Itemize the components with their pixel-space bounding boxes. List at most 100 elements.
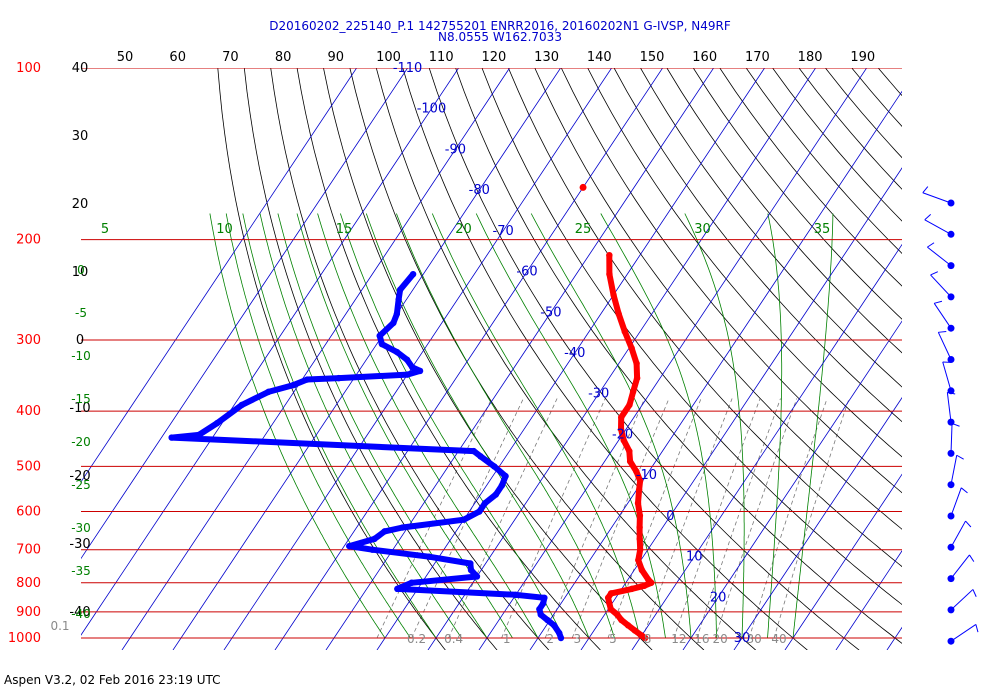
temperature-trace-point [614,611,621,618]
wind-barb-staff [950,423,953,454]
dewpoint-trace-point [394,585,401,593]
dewpoint-trace-point [335,374,342,382]
dewpoint-trace-point [304,376,311,383]
mixing-ratio-line [411,398,524,639]
wind-barb-feather [924,214,932,221]
mixing-ratio-line [714,398,798,639]
temperature-trace-point [628,344,635,352]
wind-barb-feather [975,624,979,633]
dewpoint-trace-point [512,591,519,599]
dewpoint-trace-point [403,356,411,363]
temperature-trace-point [626,458,634,465]
dry-adiabat-line [772,68,902,222]
temperature-trace-point [636,512,644,519]
dewpoint-trace-point [544,616,551,624]
isotherm-label: -60 [516,265,537,280]
moist-adiabat-line [259,213,462,639]
mixing-ratio-line [448,398,558,639]
top-scale-label: 110 [429,50,454,65]
dewpoint-trace-point [369,546,376,553]
temperature-trace-point [636,524,643,531]
dewpoint-trace-point [371,535,378,543]
wind-barb-staff [930,274,952,298]
dewpoint-trace-point [395,296,402,303]
isotherm-line [81,68,409,560]
temperature-trace-point [633,360,640,367]
dewpoint-trace-point [492,491,500,498]
isotherm-line [529,90,902,650]
dewpoint-trace-point [290,381,297,389]
top-scale-label: 170 [745,50,770,65]
theta-e-label: 10 [216,222,233,237]
temperature-trace-point [635,556,642,564]
isotherm-line [784,473,902,650]
pressure-label: 900 [16,605,41,620]
dewpoint-trace-point [425,553,433,560]
top-scale-label: 80 [275,50,292,65]
dewpoint-trace-point [390,319,397,327]
dry-adiabat-line [217,68,446,650]
temperature-trace-point [604,594,612,601]
moist-adiabat-label: -15 [71,392,91,406]
wind-barb-feather [947,391,956,395]
sounding-location: N8.0555 W162.7033 [438,30,562,44]
dry-adiabat-line [613,68,902,423]
mixing-ratio-label: 3 [573,632,581,646]
temperature-trace-point [629,388,637,396]
moist-adiabat-line [317,213,539,639]
moist-adiabat-line [684,213,745,638]
moist-adiabat-line [431,213,641,639]
dewpoint-trace-point [467,566,475,574]
theta-e-label: 20 [455,222,472,237]
dewpoint-trace-point [213,420,221,427]
pressure-label: 1000 [8,631,41,646]
theta-e-label: 30 [694,222,711,237]
temperature-trace-point [636,477,644,485]
wind-barb-staff [946,392,952,423]
mixing-ratio-label: 40 [771,632,786,646]
temperature-trace-point [634,499,642,507]
dewpoint-trace-point [476,508,483,515]
theta-e-label: 25 [575,222,592,237]
isotherm-line [172,68,562,650]
dry-adiabat-line [349,68,705,650]
dry-adiabat-line [745,68,902,254]
wind-barb-staff [950,487,962,517]
moist-adiabat-line [209,213,386,639]
isotherm-label: 20 [710,590,727,605]
dewpoint-trace-point [557,634,565,642]
wind-barb-feather [934,300,943,304]
temperature-trace-point [606,270,613,278]
mixing-ratio-label: 5 [609,632,617,646]
moist-adiabat-line [767,213,783,639]
pressure-label: 600 [16,505,41,520]
mixing-ratio-label: 12 [671,632,686,646]
isotherm-line [631,243,902,650]
isotherm-label: 10 [686,550,703,565]
temperature-trace-point [641,634,649,642]
dry-adiabat-label: 20 [72,197,89,212]
mixing-ratio-line [376,398,493,639]
theta-e-label: 5 [101,222,109,237]
isotherm-line [81,68,358,483]
software-version-footer: Aspen V3.2, 02 Feb 2016 23:19 UTC [4,673,221,687]
dewpoint-trace-point [467,560,474,567]
dewpoint-trace-point [460,516,468,523]
dry-adiabat-line [270,68,550,650]
dewpoint-trace-point [409,270,417,278]
isotherm-label: -90 [445,142,466,157]
moist-adiabat-line [530,213,692,639]
mixing-ratio-label: 30 [747,632,762,646]
dewpoint-trace-point [473,573,481,580]
wind-barb-staff [937,332,952,360]
dry-adiabat-line [984,68,1000,650]
mixing-ratio-line [773,398,850,639]
temperature-trace-point [636,535,643,543]
temperature-trace-point [606,600,613,607]
temperature-trace-point [648,579,655,586]
dry-adiabat-label: -40 [69,605,90,620]
temperature-trace-point [633,468,640,475]
top-scale-label: 90 [328,50,345,65]
theta-e-label: 35 [814,222,831,237]
